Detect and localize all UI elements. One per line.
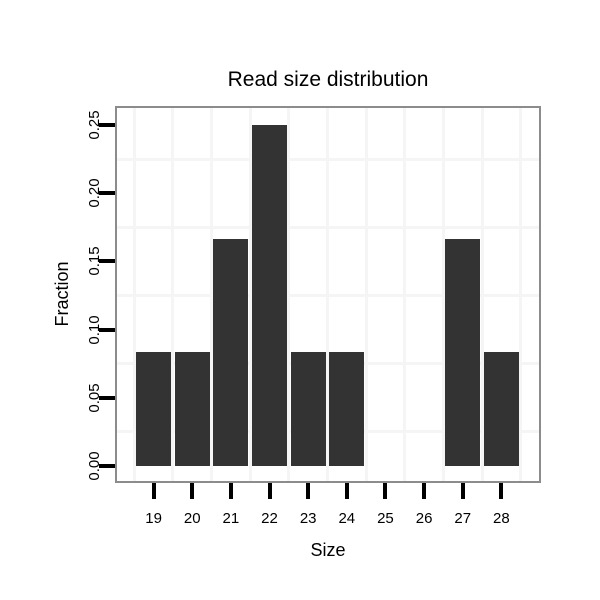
gridline-horizontal [117, 362, 539, 366]
bar-27 [445, 238, 481, 466]
y-tick [99, 464, 115, 468]
x-tick [306, 483, 311, 499]
x-tick-label: 22 [261, 510, 278, 527]
x-tick [460, 483, 465, 499]
x-tick-label: 23 [299, 510, 317, 527]
x-tick-label: 25 [377, 510, 394, 527]
plot-area [117, 108, 539, 481]
gridline-horizontal [117, 294, 539, 297]
bar-28 [483, 352, 519, 466]
x-tick [422, 483, 427, 499]
chart-title: Read size distribution [227, 68, 429, 91]
y-tick [99, 191, 115, 196]
x-tick [151, 483, 156, 499]
x-tick-label: 27 [454, 510, 472, 527]
x-tick [190, 483, 195, 499]
x-tick-label: 21 [222, 510, 240, 527]
x-axis-title: Size [310, 540, 346, 560]
x-tick-label: 20 [183, 510, 201, 527]
x-tick-label: 28 [493, 510, 510, 527]
y-tick [99, 327, 115, 332]
bar-21 [213, 238, 249, 466]
x-tick-label: 24 [338, 510, 356, 527]
y-tick-label: 0.10 [86, 315, 103, 345]
y-tick [99, 259, 115, 264]
y-tick [99, 395, 115, 400]
y-tick [99, 123, 115, 127]
bar-19 [136, 352, 171, 466]
bar-22 [252, 125, 287, 466]
gridline-horizontal [117, 430, 539, 434]
gridline-horizontal [117, 157, 539, 161]
bar-24 [329, 352, 365, 466]
y-tick-label: 0.05 [86, 383, 103, 413]
x-tick [344, 483, 349, 499]
gridline-horizontal [117, 225, 539, 229]
y-axis-title: Fraction [52, 261, 72, 327]
x-tick [499, 483, 504, 499]
bar-20 [174, 352, 210, 466]
y-tick-label: 0.25 [86, 110, 103, 140]
x-tick-label: 19 [145, 510, 162, 527]
x-tick-label: 26 [415, 510, 433, 527]
x-tick [383, 483, 388, 499]
bar-23 [290, 352, 326, 466]
plot-panel [115, 106, 541, 483]
y-tick-label: 0.00 [86, 451, 103, 481]
x-tick [267, 483, 272, 499]
x-tick [228, 483, 233, 499]
y-tick-label: 0.15 [86, 246, 103, 276]
y-tick-label: 0.20 [86, 178, 103, 208]
